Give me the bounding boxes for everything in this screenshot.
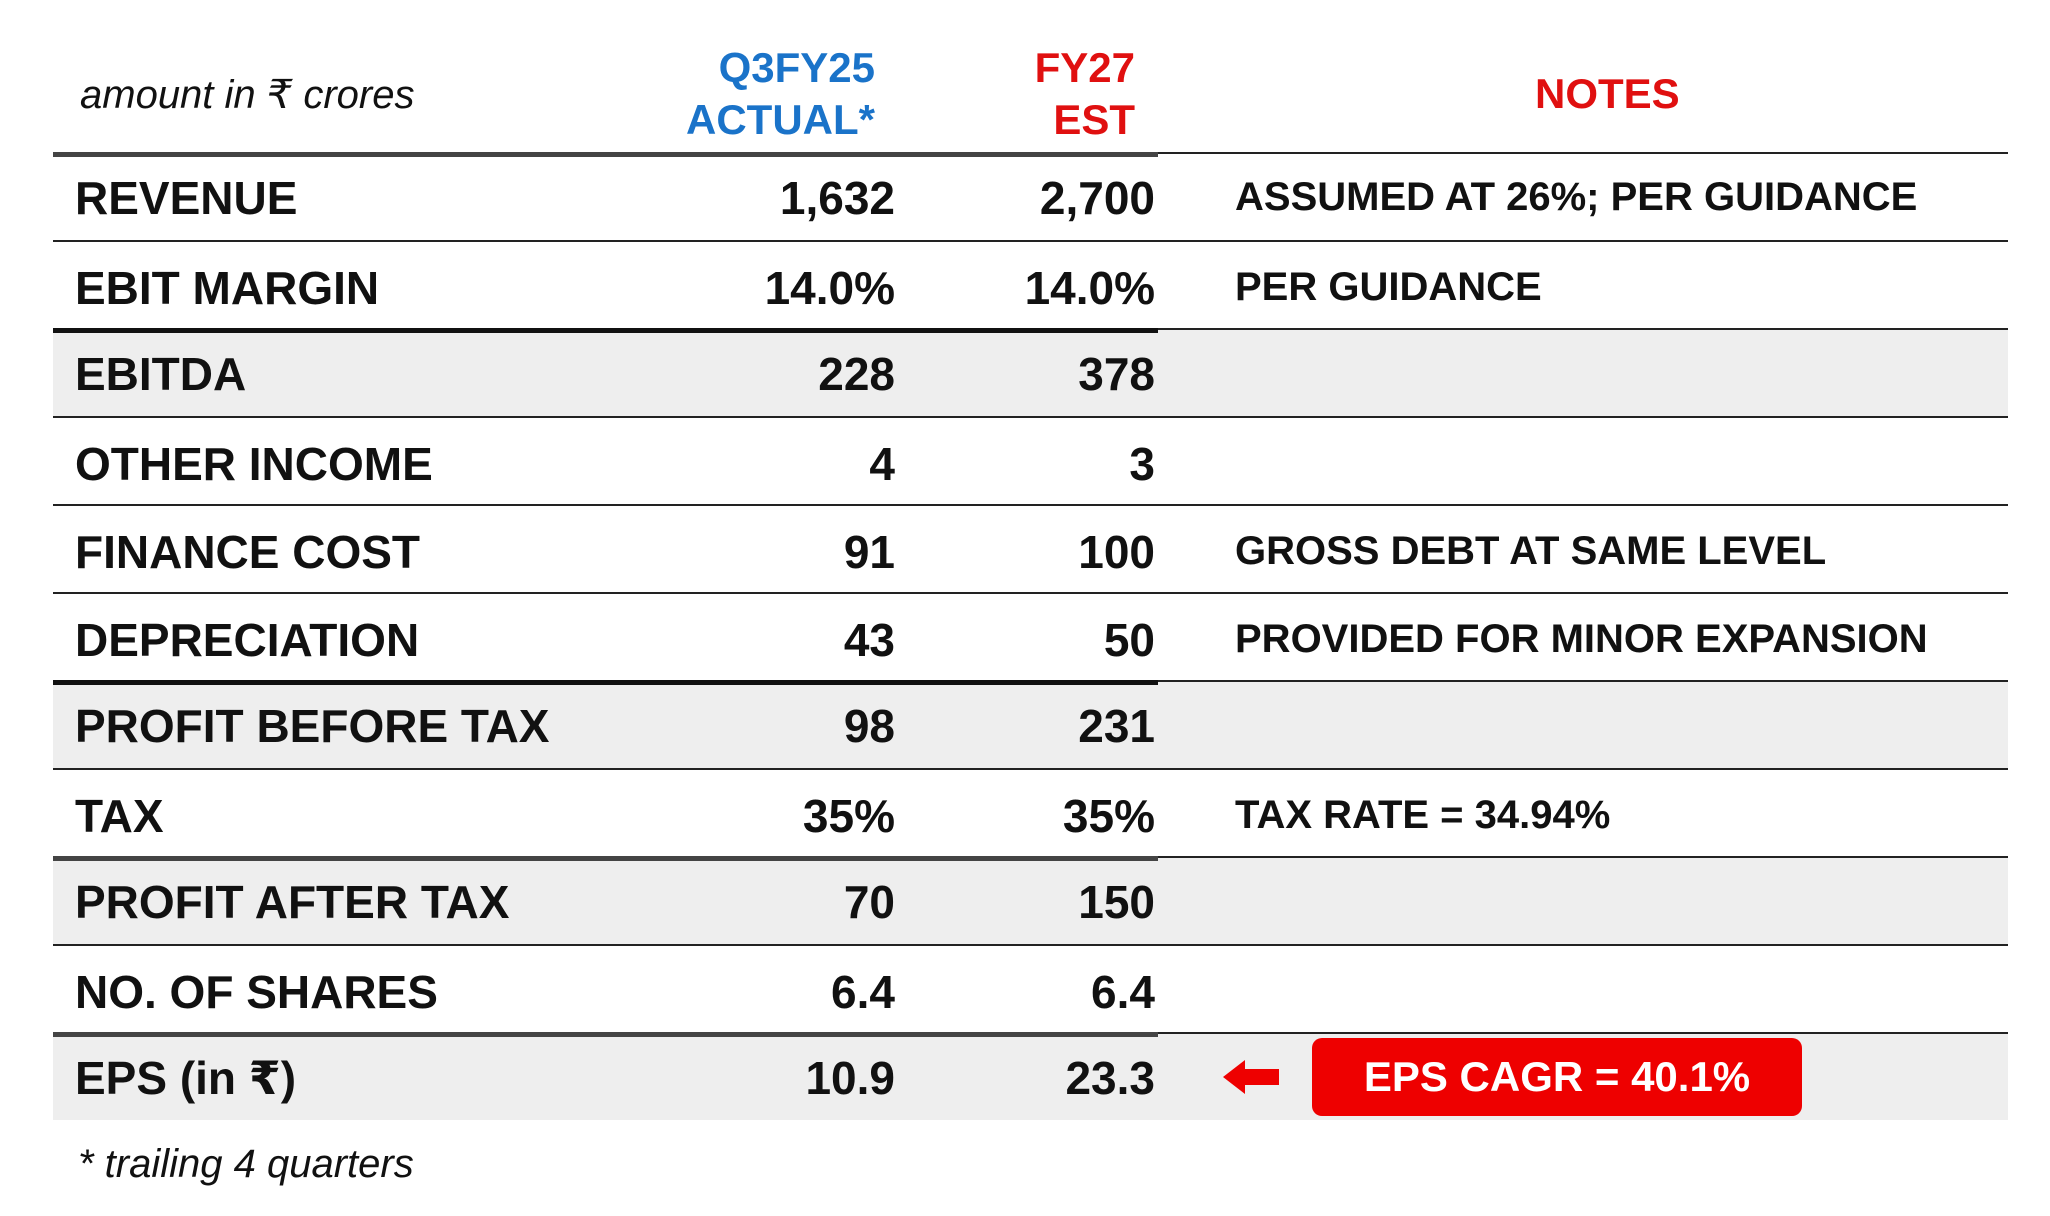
row-note: TAX RATE = 34.94%	[1235, 793, 1611, 837]
row-actual-value: 43	[843, 614, 895, 666]
row-estimate-value: 231	[1078, 700, 1155, 752]
row-label: FINANCE COST	[75, 526, 420, 578]
table-row-profit-before-tax: PROFIT BEFORE TAX 98 231	[53, 680, 2008, 768]
financial-table: REVENUE 1,632 2,700 ASSUMED AT 26%; PER …	[53, 152, 2008, 1120]
column-header-notes: NOTES	[1535, 70, 1680, 117]
table-row-revenue: REVENUE 1,632 2,700 ASSUMED AT 26%; PER …	[53, 152, 2008, 240]
row-label: TAX	[75, 790, 164, 842]
column-header-actual-line2: ACTUAL*	[686, 96, 875, 143]
row-estimate-value: 50	[1103, 614, 1155, 666]
row-label: EPS (in ₹)	[75, 1052, 297, 1104]
column-header-estimate-line1: FY27	[1034, 44, 1135, 91]
row-label: NO. OF SHARES	[75, 966, 438, 1018]
row-note: PER GUIDANCE	[1235, 265, 1542, 309]
row-actual-value: 10.9	[805, 1052, 895, 1104]
row-estimate-value: 23.3	[1065, 1052, 1155, 1104]
unit-note: amount in ₹ crores	[80, 73, 415, 117]
table-row-depreciation: DEPRECIATION 43 50 PROVIDED FOR MINOR EX…	[53, 592, 2008, 680]
row-estimate-value: 14.0%	[1024, 262, 1155, 314]
row-estimate-value: 35%	[1062, 790, 1155, 842]
row-note: PROVIDED FOR MINOR EXPANSION	[1235, 617, 1928, 661]
row-estimate-value: 2,700	[1039, 172, 1155, 224]
table-row-other-income: OTHER INCOME 4 3	[53, 416, 2008, 504]
row-estimate-value: 3	[1129, 438, 1155, 490]
row-label: EBITDA	[75, 348, 247, 400]
row-actual-value: 1,632	[779, 172, 895, 224]
table-row-ebit-margin: EBIT MARGIN 14.0% 14.0% PER GUIDANCE	[53, 240, 2008, 328]
row-estimate-value: 378	[1078, 348, 1155, 400]
row-actual-value: 91	[843, 526, 895, 578]
row-note: GROSS DEBT AT SAME LEVEL	[1235, 529, 1827, 573]
row-actual-value: 70	[843, 876, 895, 928]
row-estimate-value: 150	[1078, 876, 1155, 928]
column-header-actual-line1: Q3FY25	[718, 44, 875, 91]
row-label: PROFIT AFTER TAX	[75, 876, 510, 928]
column-header-estimate-line2: EST	[1053, 96, 1135, 143]
row-actual-value: 4	[869, 438, 895, 490]
row-note: ASSUMED AT 26%; PER GUIDANCE	[1235, 175, 1918, 219]
table-row-finance-cost: FINANCE COST 91 100 GROSS DEBT AT SAME L…	[53, 504, 2008, 592]
row-actual-value: 6.4	[831, 966, 895, 1018]
row-estimate-value: 100	[1078, 526, 1155, 578]
row-actual-value: 228	[818, 348, 895, 400]
footnote: * trailing 4 quarters	[78, 1142, 414, 1186]
row-actual-value: 14.0%	[764, 262, 895, 314]
column-header-actual: Q3FY25 ACTUAL*	[686, 42, 875, 146]
row-label: EBIT MARGIN	[75, 262, 380, 314]
row-label: REVENUE	[75, 172, 298, 224]
row-actual-value: 35%	[802, 790, 895, 842]
column-header-estimate: FY27 EST	[1035, 42, 1135, 146]
table-row-profit-after-tax: PROFIT AFTER TAX 70 150	[53, 856, 2008, 944]
row-estimate-value: 6.4	[1091, 966, 1155, 1018]
row-label: PROFIT BEFORE TAX	[75, 700, 550, 752]
row-label: DEPRECIATION	[75, 614, 420, 666]
row-label: OTHER INCOME	[75, 438, 433, 490]
row-actual-value: 98	[843, 700, 895, 752]
table-row-eps: EPS (in ₹) 10.9 23.3 EPS CAGR = 40.1%	[53, 1032, 2008, 1120]
table-row-ebitda: EBITDA 228 378	[53, 328, 2008, 416]
left-arrow-icon	[1223, 1060, 1279, 1094]
eps-cagr-badge: EPS CAGR = 40.1%	[1312, 1038, 1802, 1116]
table-row-no-of-shares: NO. OF SHARES 6.4 6.4	[53, 944, 2008, 1032]
table-row-tax: TAX 35% 35% TAX RATE = 34.94%	[53, 768, 2008, 856]
